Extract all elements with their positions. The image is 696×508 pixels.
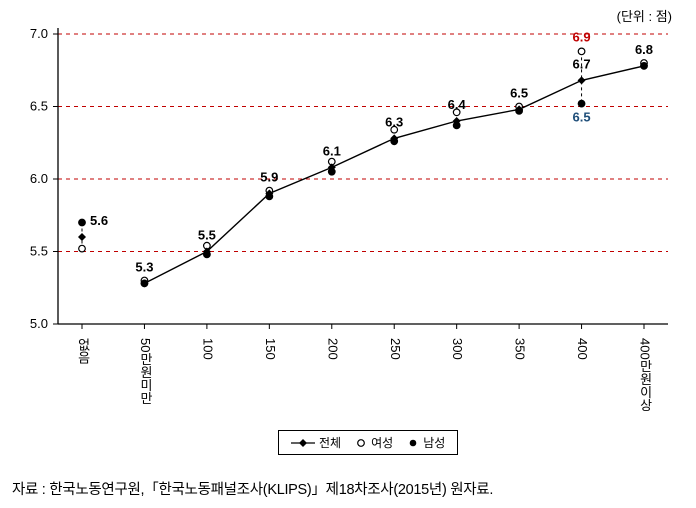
svg-text:5.6: 5.6: [90, 213, 108, 228]
svg-text:5.3: 5.3: [135, 259, 153, 274]
svg-text:6.9: 6.9: [573, 29, 591, 44]
svg-text:400: 400: [575, 338, 590, 360]
legend-item-male: 남성: [407, 434, 445, 451]
svg-text:7.0: 7.0: [30, 26, 48, 41]
svg-text:6.8: 6.8: [635, 42, 653, 57]
svg-text:5.0: 5.0: [30, 316, 48, 331]
svg-text:5.9: 5.9: [260, 170, 278, 185]
svg-text:6.5: 6.5: [573, 110, 591, 125]
svg-text:6.7: 6.7: [573, 56, 591, 71]
svg-text:200: 200: [325, 338, 340, 360]
svg-text:6.1: 6.1: [323, 143, 341, 158]
svg-text:100: 100: [200, 338, 215, 360]
legend-item-female: 여성: [355, 434, 393, 451]
svg-text:5.5: 5.5: [30, 244, 48, 259]
source-label: 자료 : 한국노동연구원,「한국노동패널조사(KLIPS)」제18차조사(201…: [12, 478, 493, 499]
svg-text:250: 250: [388, 338, 403, 360]
legend-item-total: 전체: [291, 434, 341, 451]
svg-text:50만원미만: 50만원미만: [138, 338, 153, 405]
svg-text:400만원이상: 400만원이상: [638, 338, 653, 412]
svg-text:6.3: 6.3: [385, 114, 403, 129]
line-chart: 5.0 5.5 6.0 6.5 7.0 5.6 5.3 5.5 5.9 6.1 6.3 6.4 6.5 6…: [0, 0, 696, 460]
legend-label-female: 여성: [371, 434, 393, 451]
svg-text:6.0: 6.0: [30, 171, 48, 186]
svg-text:5.5: 5.5: [198, 228, 216, 243]
svg-text:6.5: 6.5: [30, 99, 48, 114]
svg-text:150: 150: [263, 338, 278, 360]
unit-label: (단위 : 점): [617, 6, 672, 25]
legend-label-male: 남성: [423, 434, 445, 451]
svg-text:없음: 없음: [76, 338, 91, 364]
svg-text:6.5: 6.5: [510, 85, 528, 100]
legend: 전체 여성 남성: [278, 430, 458, 455]
legend-label-total: 전체: [319, 434, 341, 451]
svg-text:350: 350: [513, 338, 528, 360]
svg-text:6.4: 6.4: [448, 97, 467, 112]
svg-text:300: 300: [450, 338, 465, 360]
